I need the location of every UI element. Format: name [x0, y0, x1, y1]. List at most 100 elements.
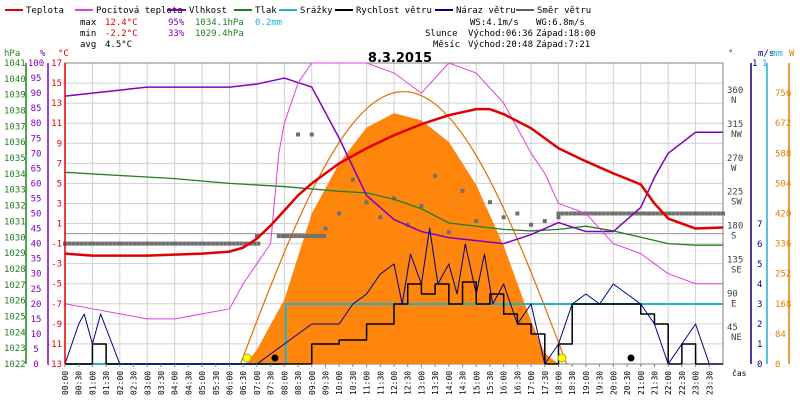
x-tick-label: 20:30: [623, 371, 632, 395]
wind-direction-point: [178, 241, 183, 246]
ms-tick-label: 7: [757, 220, 762, 230]
x-tick-label: 11:00: [363, 371, 372, 395]
wind-direction-point: [721, 211, 725, 216]
wind-direction-point: [87, 241, 92, 246]
w-tick-label: 672: [775, 119, 791, 129]
x-tick-label: 07:30: [267, 371, 276, 395]
x-tick-label: 11:30: [376, 371, 385, 395]
wind-direction-point: [350, 177, 355, 182]
pct-tick-label: 60: [31, 179, 42, 189]
dir-tick-label: 135: [727, 255, 743, 265]
wind-direction-point: [419, 203, 424, 208]
x-tick-label: 15:00: [472, 371, 481, 395]
pct-tick-label: 80: [31, 119, 42, 129]
wind-speed-line: [65, 281, 723, 365]
x-tick-label: 20:00: [609, 371, 618, 395]
x-tick-label: 05:30: [212, 371, 221, 395]
wind-direction-point: [157, 241, 162, 246]
wind-direction-point: [568, 211, 573, 216]
x-tick-label: 15:30: [486, 371, 495, 395]
wind-direction-point: [556, 211, 561, 216]
x-tick-label: 12:30: [404, 371, 413, 395]
wind-direction-point: [585, 211, 590, 216]
temp-tick-label: -13: [46, 360, 62, 370]
x-tick-label: 19:30: [596, 371, 605, 395]
stat-moonset: Západ:7:21: [536, 40, 590, 50]
wind-direction-point: [219, 241, 224, 246]
temp-tick-label: 13: [51, 99, 62, 109]
temp-tick-label: 15: [51, 79, 62, 89]
x-tick-label: 13:00: [417, 371, 426, 395]
wind-direction-point: [560, 211, 565, 216]
wind-direction-point: [696, 211, 701, 216]
ms-tick-label: 4: [757, 280, 762, 290]
wind-direction-point: [700, 211, 705, 216]
hpa-tick-label: 1033: [4, 186, 26, 196]
wind-direction-point: [581, 211, 586, 216]
dir-tick-dir: SE: [731, 265, 742, 275]
wind-direction-point: [132, 241, 137, 246]
stat-moonrise: Východ:20:48: [468, 40, 533, 50]
x-tick-label: 06:00: [226, 371, 235, 395]
wind-direction-point: [646, 211, 651, 216]
stat-min-label: min: [80, 29, 96, 39]
wind-direction-point: [215, 241, 220, 246]
x-tick-label: 16:00: [500, 371, 509, 395]
wind-direction-point: [83, 241, 88, 246]
wind-direction-point: [285, 234, 290, 239]
x-tick-label: 01:30: [102, 371, 111, 395]
stat-max-hum: 95%: [168, 18, 185, 28]
wind-direction-point: [364, 200, 369, 205]
wind-direction-point: [137, 241, 142, 246]
x-tick-label: 17:30: [541, 371, 550, 395]
wind-direction-point: [708, 211, 713, 216]
w-tick-label: 84: [775, 330, 786, 340]
wind-direction-point: [165, 241, 170, 246]
hpa-tick-label: 1025: [4, 312, 26, 322]
wind-direction-point: [305, 234, 310, 239]
wind-direction-point: [433, 173, 438, 178]
hpa-tick-label: 1036: [4, 138, 26, 148]
legend-tlak-label: Tlak: [255, 6, 277, 16]
x-tick-label: 09:30: [321, 371, 330, 395]
stat-max-temp: 12.4°C: [105, 18, 138, 28]
dir-tick-dir: NE: [731, 333, 742, 343]
wind-direction-point: [182, 241, 187, 246]
wind-direction-point: [460, 188, 465, 193]
x-tick-label: 07:00: [253, 371, 262, 395]
wind-direction-point: [227, 241, 232, 246]
x-tick-label: 23:00: [692, 371, 701, 395]
temp-tick-label: -3: [51, 260, 62, 270]
hpa-tick-label: 1029: [4, 249, 26, 259]
pct-tick-label: 75: [31, 134, 42, 144]
legend-rychlost-label: Rychlost větru: [356, 6, 432, 16]
wind-direction-point: [663, 211, 668, 216]
x-tick-label: 22:30: [678, 371, 687, 395]
x-tick-label: 23:30: [705, 371, 714, 395]
dir-tick-label: 180: [727, 222, 743, 232]
moonset-marker: [271, 354, 279, 362]
hpa-tick-label: 1039: [4, 91, 26, 101]
dir-tick-dir: S: [731, 232, 736, 242]
wind-direction-point: [593, 211, 598, 216]
wind-direction-point: [149, 241, 154, 246]
dir-tick-label: 45: [727, 323, 738, 333]
pct-tick-label: 85: [31, 104, 42, 114]
wind-direction-point: [671, 211, 676, 216]
temp-tick-label: -11: [46, 340, 62, 350]
w-tick-label: 252: [775, 270, 791, 280]
hpa-tick-label: 1035: [4, 154, 26, 164]
ms-tick-label: 6: [757, 240, 762, 250]
x-tick-label: 09:00: [308, 371, 317, 395]
x-tick-label: 02:00: [116, 371, 125, 395]
stat-max-label: max: [80, 18, 97, 28]
wind-direction-point: [211, 241, 216, 246]
x-tick-label: 00:00: [61, 371, 70, 395]
dir-tick-label: 270: [727, 154, 743, 164]
x-tick-label: 21:30: [650, 371, 659, 395]
legend-smer-label: Směr větru: [537, 6, 591, 16]
stat-avg-label: avg: [80, 40, 96, 50]
axis-title-w: W: [789, 49, 795, 59]
stat-min-hum: 33%: [168, 29, 185, 39]
hpa-tick-label: 1031: [4, 217, 26, 227]
